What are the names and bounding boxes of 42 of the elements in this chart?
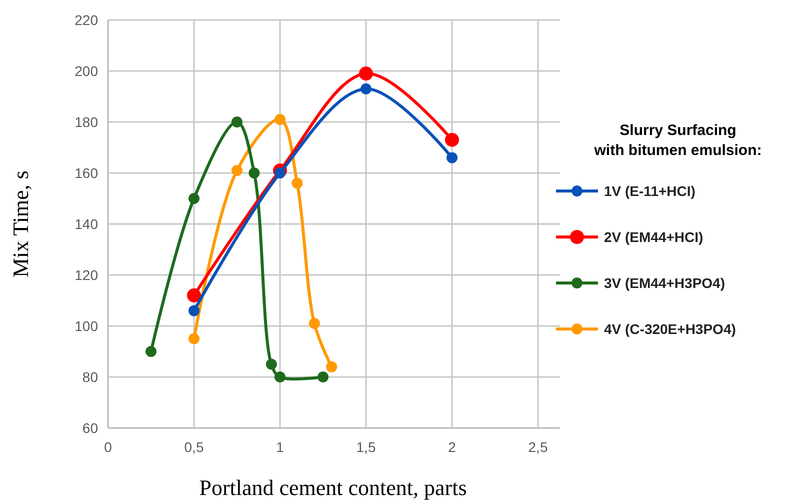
- legend-label: 4V (C-320E+H3PO4): [604, 320, 736, 337]
- legend-label: 2V (EM44+HCI): [604, 228, 704, 245]
- x-axis-title: Portland cement content, parts: [199, 475, 467, 500]
- x-tick-label: 0,5: [184, 439, 204, 455]
- point: [266, 358, 277, 370]
- point: [326, 361, 338, 372]
- y-tick-label: 80: [82, 368, 98, 385]
- point: [308, 318, 320, 329]
- point: [146, 346, 156, 357]
- y-tick-label: 120: [74, 266, 98, 283]
- x-tick-label: 2: [448, 439, 456, 455]
- point: [318, 372, 328, 382]
- point: [446, 152, 458, 164]
- point: [188, 305, 200, 316]
- point: [274, 372, 286, 382]
- y-tick-label: 100: [74, 318, 98, 334]
- y-tick-label: 180: [74, 114, 98, 130]
- point: [360, 83, 372, 94]
- x-tick-label: 1: [276, 439, 284, 455]
- legend-label: 1V (E-11+HCI): [604, 182, 696, 199]
- x-tick-label: 2,5: [528, 439, 548, 455]
- y-tick-label: 140: [74, 216, 98, 232]
- x-tick-label: 0: [104, 439, 112, 455]
- y-tick-label: 200: [74, 62, 98, 79]
- point: [187, 288, 201, 302]
- point: [188, 193, 200, 204]
- point: [445, 132, 459, 147]
- legend-label: 3V (EM44+H3PO4): [604, 274, 725, 291]
- point: [292, 178, 303, 189]
- y-tick-label: 220: [74, 12, 98, 28]
- point: [274, 168, 286, 178]
- point: [232, 164, 242, 176]
- point: [359, 66, 373, 81]
- y-tick-label: 160: [74, 164, 98, 181]
- x-tick-label: 1,5: [356, 439, 376, 455]
- point: [248, 168, 260, 178]
- y-axis-title: Mix Time, s: [8, 170, 33, 278]
- point: [188, 333, 200, 344]
- point: [232, 116, 242, 128]
- y-tick-label: 60: [82, 420, 98, 436]
- point: [274, 114, 286, 125]
- legend-title: Slurry Surfacing with bitumen emulsion:: [593, 122, 762, 159]
